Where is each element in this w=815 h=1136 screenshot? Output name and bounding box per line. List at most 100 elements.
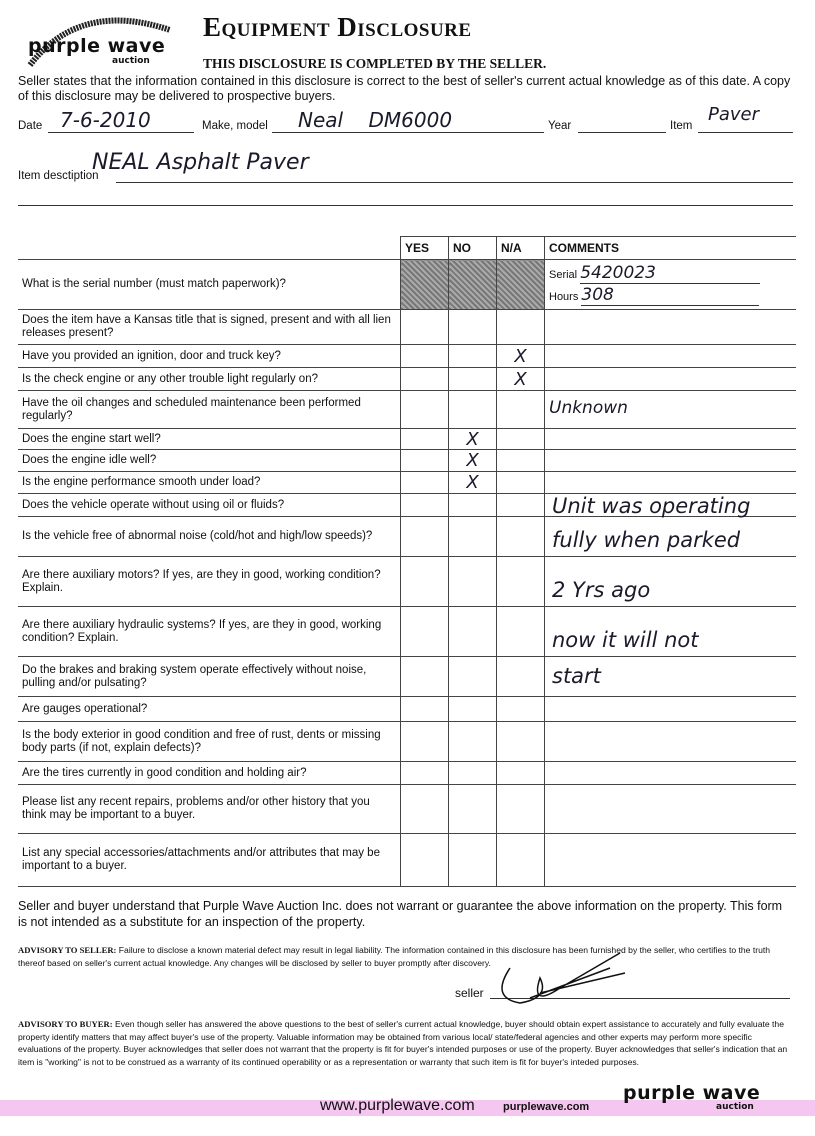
na-cell[interactable] bbox=[496, 606, 545, 657]
logo: purple wave auction bbox=[20, 10, 180, 70]
na-cell[interactable] bbox=[496, 721, 545, 762]
no-cell[interactable] bbox=[448, 721, 497, 762]
na-cell[interactable] bbox=[496, 309, 545, 345]
table-row: Is the body exterior in good condition a… bbox=[18, 721, 796, 762]
comment-cell[interactable] bbox=[544, 833, 796, 887]
comment-cell[interactable] bbox=[544, 696, 796, 722]
question: Are the tires currently in good conditio… bbox=[18, 761, 401, 785]
no-cell[interactable]: X bbox=[448, 428, 497, 450]
yes-cell[interactable] bbox=[400, 259, 449, 310]
na-cell[interactable] bbox=[496, 390, 545, 429]
yes-cell[interactable] bbox=[400, 556, 449, 607]
no-cell[interactable] bbox=[448, 696, 497, 722]
na-cell[interactable] bbox=[496, 696, 545, 722]
table-row: What is the serial number (must match pa… bbox=[18, 259, 796, 310]
no-cell[interactable] bbox=[448, 390, 497, 429]
no-header: NO bbox=[448, 236, 497, 260]
make-value[interactable]: Neal DM6000 bbox=[298, 108, 453, 132]
yes-cell[interactable] bbox=[400, 471, 449, 494]
na-cell[interactable] bbox=[496, 516, 545, 557]
no-cell[interactable] bbox=[448, 493, 497, 517]
yes-cell[interactable] bbox=[400, 516, 449, 557]
comment-cell[interactable] bbox=[544, 606, 796, 657]
hours-value[interactable]: 308 bbox=[581, 285, 760, 306]
comment-cell[interactable] bbox=[544, 309, 796, 345]
yes-cell[interactable] bbox=[400, 696, 449, 722]
comment-cell[interactable] bbox=[544, 761, 796, 785]
comment-cell[interactable] bbox=[544, 784, 796, 834]
na-cell[interactable] bbox=[496, 428, 545, 450]
na-cell[interactable]: X bbox=[496, 344, 545, 368]
item-value[interactable]: Paver bbox=[708, 104, 760, 125]
seller-signature[interactable] bbox=[480, 948, 630, 1013]
understand-text: Seller and buyer understand that Purple … bbox=[18, 899, 783, 929]
na-cell[interactable] bbox=[496, 833, 545, 887]
yes-cell[interactable] bbox=[400, 309, 449, 345]
serial-value[interactable]: 5420023 bbox=[580, 263, 761, 284]
comment-cell[interactable] bbox=[544, 449, 796, 472]
yes-cell[interactable] bbox=[400, 367, 449, 391]
comment-cell[interactable] bbox=[544, 471, 796, 494]
item-label: Item bbox=[670, 120, 693, 132]
na-cell[interactable] bbox=[496, 259, 545, 310]
no-cell[interactable]: X bbox=[448, 449, 497, 472]
comment-cell[interactable]: Serial 5420023 Hours 308 bbox=[544, 259, 796, 310]
no-cell[interactable]: X bbox=[448, 471, 497, 494]
no-cell[interactable] bbox=[448, 656, 497, 697]
na-cell[interactable] bbox=[496, 493, 545, 517]
yes-cell[interactable] bbox=[400, 784, 449, 834]
na-cell[interactable] bbox=[496, 449, 545, 472]
question: Is the vehicle free of abnormal noise (c… bbox=[18, 516, 401, 557]
yes-cell[interactable] bbox=[400, 606, 449, 657]
date-value[interactable]: 7-6-2010 bbox=[60, 108, 151, 132]
no-cell[interactable] bbox=[448, 556, 497, 607]
na-cell[interactable] bbox=[496, 471, 545, 494]
no-cell[interactable] bbox=[448, 833, 497, 887]
table-row: Are the tires currently in good conditio… bbox=[18, 761, 796, 785]
check-mark: X bbox=[466, 428, 479, 450]
table-row: Is the check engine or any other trouble… bbox=[18, 367, 796, 391]
yes-cell[interactable] bbox=[400, 721, 449, 762]
comment-cell[interactable] bbox=[544, 721, 796, 762]
no-cell[interactable] bbox=[448, 344, 497, 368]
question: Are there auxiliary hydraulic systems? I… bbox=[18, 606, 401, 657]
yes-cell[interactable] bbox=[400, 449, 449, 472]
comment-value[interactable]: Unknown bbox=[549, 398, 628, 418]
yes-cell[interactable] bbox=[400, 428, 449, 450]
na-cell[interactable] bbox=[496, 556, 545, 607]
yes-cell[interactable] bbox=[400, 833, 449, 887]
date-label: Date bbox=[18, 120, 43, 132]
comment-cell[interactable] bbox=[544, 367, 796, 391]
check-mark: X bbox=[466, 472, 479, 493]
comment-cell[interactable] bbox=[544, 556, 796, 607]
comment-cell[interactable] bbox=[544, 344, 796, 368]
description-value[interactable]: NEAL Asphalt Paver bbox=[92, 150, 309, 175]
comment-cell[interactable] bbox=[544, 428, 796, 450]
no-cell[interactable] bbox=[448, 784, 497, 834]
yes-cell[interactable] bbox=[400, 493, 449, 517]
yes-cell[interactable] bbox=[400, 344, 449, 368]
na-cell[interactable] bbox=[496, 784, 545, 834]
table-row: Does the engine idle well? X bbox=[18, 449, 796, 472]
na-header: N/A bbox=[496, 236, 545, 260]
yes-cell[interactable] bbox=[400, 761, 449, 785]
table-row: Are there auxiliary motors? If yes, are … bbox=[18, 556, 796, 607]
no-cell[interactable] bbox=[448, 761, 497, 785]
no-cell[interactable] bbox=[448, 309, 497, 345]
yes-cell[interactable] bbox=[400, 390, 449, 429]
na-cell[interactable] bbox=[496, 761, 545, 785]
no-cell[interactable] bbox=[448, 606, 497, 657]
na-cell[interactable]: X bbox=[496, 367, 545, 391]
no-cell[interactable] bbox=[448, 367, 497, 391]
website-link[interactable]: www.purplewave.com bbox=[320, 1097, 475, 1114]
no-cell[interactable] bbox=[448, 516, 497, 557]
handwritten-comment-line: now it will not bbox=[552, 628, 699, 652]
website-link-small[interactable]: purplewave.com bbox=[503, 1101, 590, 1113]
table-row: Is the vehicle free of abnormal noise (c… bbox=[18, 516, 796, 557]
yes-cell[interactable] bbox=[400, 656, 449, 697]
check-mark: X bbox=[466, 450, 479, 471]
comment-cell[interactable]: Unknown bbox=[544, 390, 796, 429]
no-cell[interactable] bbox=[448, 259, 497, 310]
na-cell[interactable] bbox=[496, 656, 545, 697]
table-row: Does the vehicle operate without using o… bbox=[18, 493, 796, 517]
